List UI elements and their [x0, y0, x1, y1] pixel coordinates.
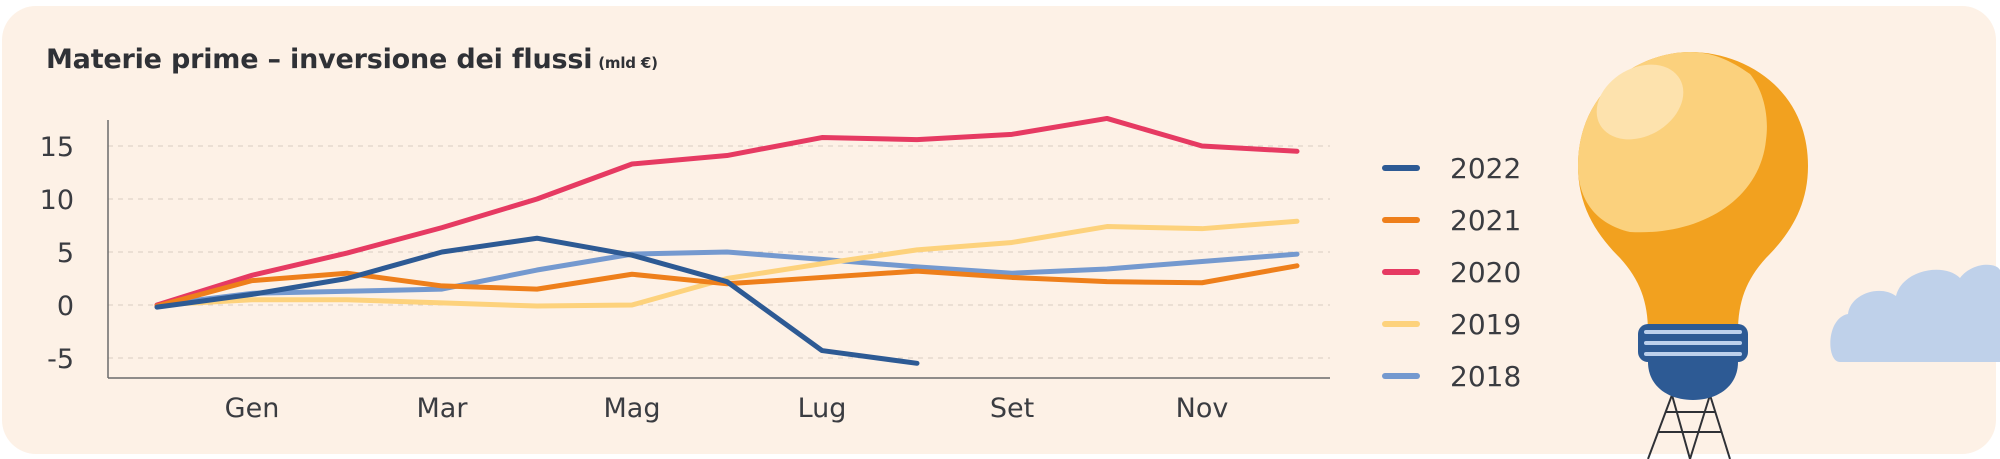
- x-tick-label: Set: [990, 393, 1034, 424]
- legend-label: 2018: [1450, 359, 1522, 393]
- legend-item-2021: 2021: [1382, 194, 1521, 246]
- legend-item-2019: 2019: [1382, 298, 1521, 350]
- series-line-2020: [154, 115, 1300, 308]
- x-tick-label: Lug: [798, 393, 847, 424]
- legend-label: 2020: [1450, 255, 1522, 289]
- x-tick-label: Mar: [417, 393, 469, 424]
- legend-swatch: [1382, 269, 1420, 275]
- cloud-icon: [1830, 264, 2000, 362]
- series-line-2019: [154, 218, 1300, 309]
- y-tick-label: 10: [40, 185, 74, 216]
- series-line-2018: [154, 249, 1300, 308]
- legend-label: 2022: [1450, 151, 1522, 185]
- chart-title: Materie prime – inversione dei flussi (ml…: [46, 44, 658, 75]
- legend-item-2022: 2022: [1382, 142, 1521, 194]
- chart-unit: (mld €): [598, 54, 658, 72]
- legend-label: 2019: [1450, 307, 1522, 341]
- y-tick-label: 0: [57, 291, 74, 322]
- x-tick-label: Gen: [225, 393, 280, 424]
- legend-label: 2021: [1450, 203, 1522, 237]
- legend-swatch: [1382, 321, 1420, 327]
- legend-swatch: [1382, 373, 1420, 379]
- ladder-icon: [1647, 394, 1731, 459]
- legend-swatch: [1382, 165, 1420, 171]
- x-tick-label: Mag: [604, 393, 661, 424]
- x-tick-label: Nov: [1176, 393, 1229, 424]
- legend-item-2020: 2020: [1382, 246, 1521, 298]
- y-tick-label: -5: [47, 344, 74, 375]
- chart-legend: 2022 2021 2020 2019 2018: [1382, 142, 1521, 402]
- y-tick-label: 15: [40, 132, 74, 163]
- legend-swatch: [1382, 217, 1420, 223]
- legend-item-2018: 2018: [1382, 350, 1521, 402]
- series-line-2022: [154, 235, 920, 366]
- y-tick-label: 5: [57, 238, 74, 269]
- chart-title-text: Materie prime – inversione dei flussi: [46, 44, 593, 75]
- line-chart: 15 10 5 0 -5 Gen Mar Mag Lug Set Nov: [40, 115, 1330, 424]
- light-bulb-icon: [1578, 52, 1808, 400]
